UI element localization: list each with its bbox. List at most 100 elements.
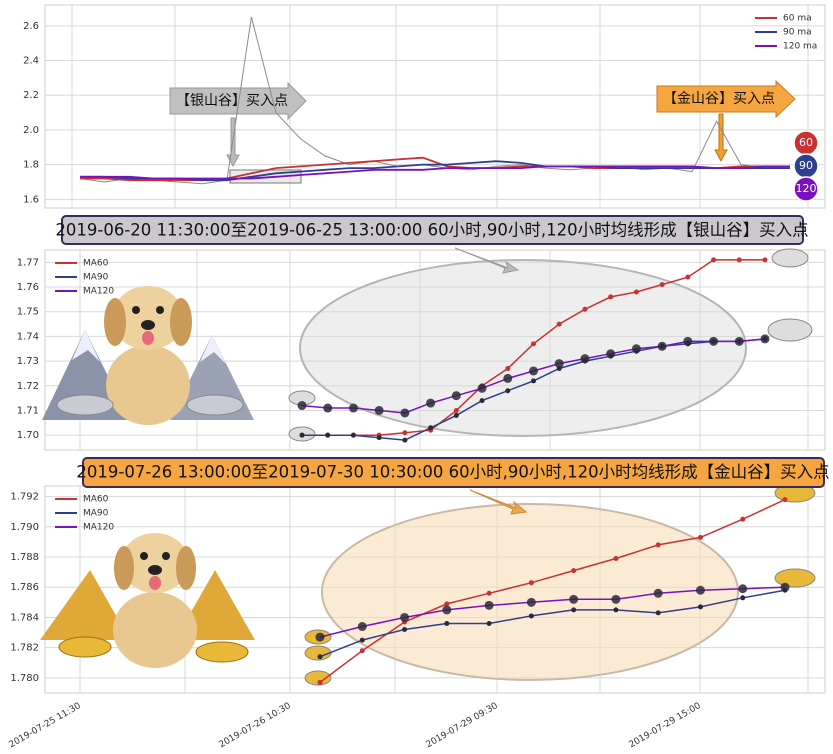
annotation-arrow-box [656, 79, 796, 119]
data-point [711, 257, 717, 263]
data-point [402, 627, 408, 633]
data-point [697, 604, 703, 610]
legend-label: MA120 [83, 287, 114, 297]
y-tick-label: 1.784 [10, 612, 39, 623]
mascot-silver [42, 286, 254, 425]
data-point [350, 432, 356, 438]
data-point [348, 403, 358, 413]
data-point [569, 594, 579, 604]
data-point [428, 425, 434, 431]
ma-line [80, 165, 790, 180]
data-point [479, 398, 485, 404]
legend-label: MA60 [83, 259, 109, 269]
badge-label: 90 [799, 159, 813, 172]
data-point [444, 620, 450, 626]
annotation: 【银山谷】买入点 [176, 93, 288, 109]
data-point [529, 366, 538, 376]
y-tick-label: 1.71 [17, 405, 39, 416]
y-tick-label: 1.8 [23, 160, 39, 171]
x-tick-label: 2019-07-25 11:30 [8, 701, 83, 750]
highlight-ellipse [321, 503, 739, 681]
title-box [82, 457, 825, 488]
data-layer [79, 16, 791, 685]
data-point [655, 542, 661, 548]
data-point [400, 612, 410, 622]
ingot-icons [288, 248, 816, 686]
chart-title: 2019-06-20 11:30:00至2019-06-25 13:00:00 … [55, 221, 808, 240]
ma-line [319, 586, 786, 638]
data-point [299, 432, 305, 438]
data-point [317, 654, 323, 660]
arrow [469, 489, 528, 515]
data-point [760, 334, 770, 344]
y-tick-label: 1.790 [10, 522, 39, 533]
data-point [528, 580, 534, 586]
badge-label: 120 [796, 182, 817, 195]
decoration-layer [40, 79, 816, 686]
y-tick-label: 1.75 [17, 307, 39, 318]
ma-line [80, 160, 790, 182]
legend-label: MA60 [83, 495, 109, 505]
y-tick-label: 2.4 [23, 56, 39, 67]
data-point [580, 354, 590, 364]
x-tick-label: 2019-07-29 15:00 [628, 701, 703, 750]
y-tick-label: 1.786 [10, 582, 39, 593]
data-point [633, 289, 639, 295]
arrow [454, 247, 520, 274]
data-point [736, 257, 742, 263]
data-point [659, 282, 665, 288]
ma-line [319, 589, 786, 658]
data-point [451, 391, 461, 401]
y-tick-label: 1.74 [17, 331, 39, 342]
data-point [402, 437, 408, 443]
y-tick-label: 1.788 [10, 552, 39, 563]
y-tick-label: 1.73 [17, 356, 39, 367]
data-point [444, 601, 450, 607]
data-point [613, 556, 619, 562]
data-point [657, 341, 667, 351]
data-point [653, 588, 663, 598]
legend-label: 120 ma [783, 42, 817, 52]
y-tick-label: 2.6 [23, 21, 39, 32]
data-point [780, 582, 790, 592]
data-point [359, 637, 365, 643]
data-point [477, 383, 487, 393]
y-tick-label: 1.792 [10, 492, 39, 503]
data-point [571, 607, 577, 613]
data-point [613, 607, 619, 613]
data-point [556, 321, 562, 327]
data-point [357, 622, 367, 632]
x-tick-label: 2019-07-29 09:30 [425, 701, 500, 750]
y-tick-label: 1.70 [17, 430, 39, 441]
data-point [505, 366, 511, 372]
ma-line [319, 498, 786, 684]
legend-label: MA90 [83, 273, 109, 283]
data-point [323, 403, 333, 413]
badge-label: 60 [799, 136, 813, 149]
data-point [571, 568, 577, 574]
y-tick-label: 1.782 [10, 643, 39, 654]
data-point [400, 408, 410, 418]
y-tick-label: 1.77 [17, 257, 39, 268]
data-point [608, 294, 614, 300]
mascot-gold [40, 533, 255, 668]
legend-label: MA120 [83, 523, 114, 533]
data-point [317, 679, 323, 685]
highlight-ellipse [299, 259, 747, 437]
legend-label: 90 ma [783, 28, 812, 38]
y-tick-label: 2.0 [23, 125, 39, 136]
data-point [486, 620, 492, 626]
data-point [709, 336, 719, 346]
y-tick-label: 1.780 [10, 673, 39, 684]
data-point [503, 373, 513, 383]
data-point [359, 648, 365, 654]
data-point [486, 590, 492, 596]
data-point [582, 306, 588, 312]
y-tick-label: 2.2 [23, 90, 39, 101]
data-point [297, 401, 307, 411]
annotation: 【金山谷】买入点 [663, 91, 775, 107]
data-point [734, 336, 744, 346]
label-layer: 2019-06-20 11:30:00至2019-06-25 13:00:00 … [8, 14, 830, 751]
data-point [526, 597, 536, 607]
